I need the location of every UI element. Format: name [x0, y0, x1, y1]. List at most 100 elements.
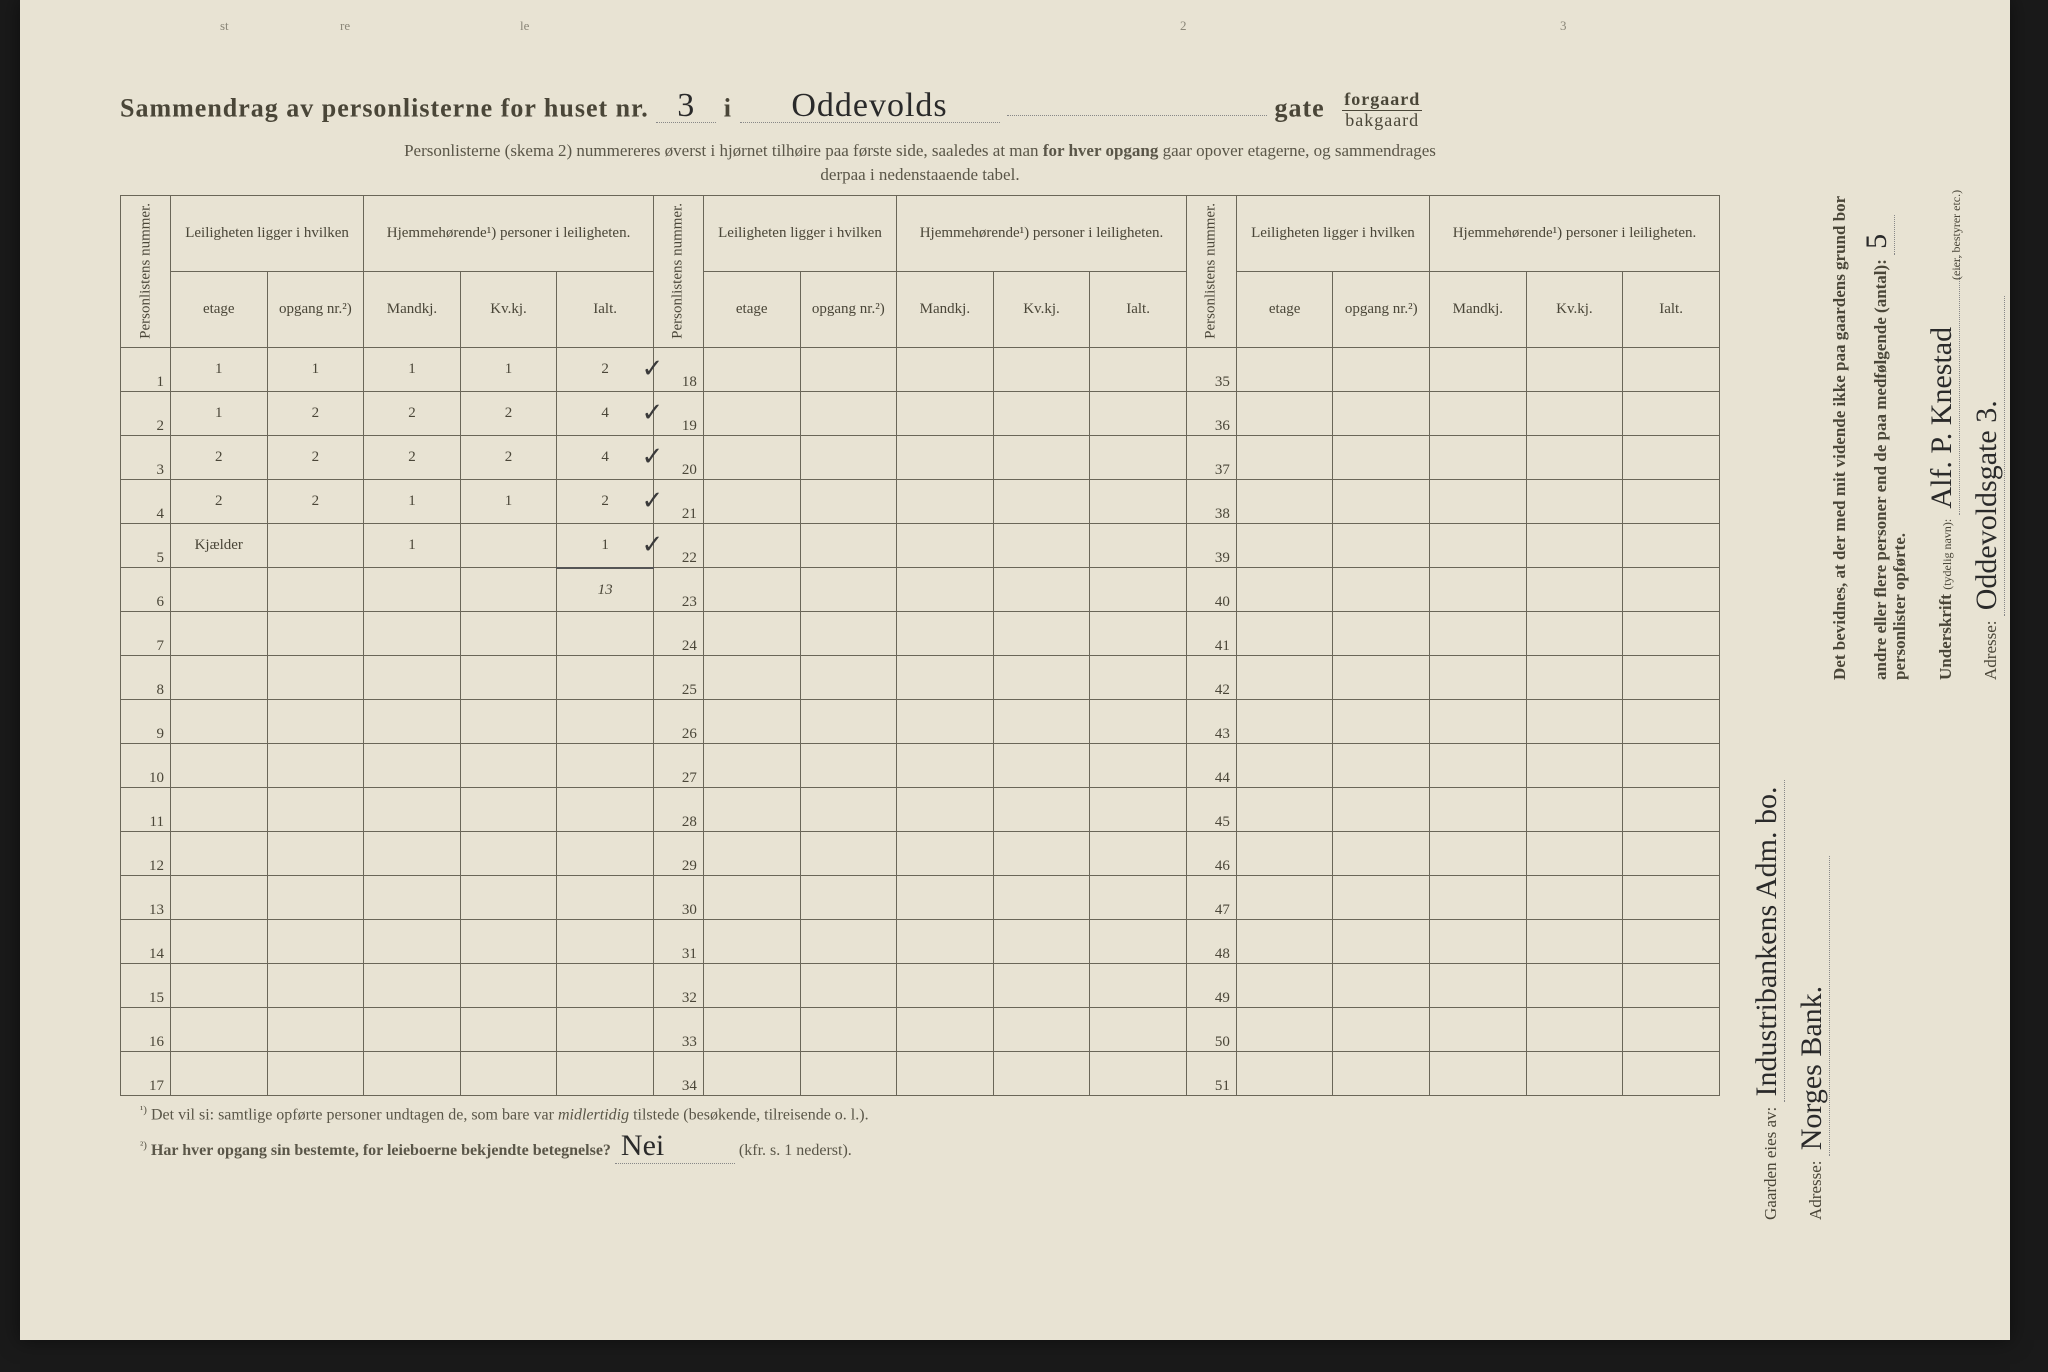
cell-k	[993, 1008, 1090, 1052]
cell-opgang	[800, 348, 897, 392]
row-number: 34	[653, 1052, 703, 1096]
row-number: 32	[653, 964, 703, 1008]
cell-i	[1090, 480, 1187, 524]
col-hjemme-3: Hjemmehørende¹) personer i leiligheten.	[1430, 195, 1720, 271]
table-row: 92643	[121, 700, 1720, 744]
cell-opgang	[1333, 480, 1430, 524]
cell-m	[1430, 700, 1527, 744]
cell-k	[993, 964, 1090, 1008]
cell-k	[1526, 480, 1623, 524]
row-number: 24	[653, 612, 703, 656]
row-number: 11	[121, 788, 171, 832]
col-personlistens-1: Personlistens nummer.	[121, 195, 171, 348]
cell-etage	[170, 612, 267, 656]
cell-etage: Kjælder	[170, 524, 267, 568]
cell-opgang	[267, 964, 364, 1008]
cell-i: 2	[557, 348, 654, 392]
cell-m	[1430, 524, 1527, 568]
checkmark-icon: ✓	[641, 398, 663, 428]
cell-k: 2	[460, 436, 557, 480]
cell-k	[993, 700, 1090, 744]
row-number: 17	[121, 1052, 171, 1096]
cell-etage	[703, 700, 800, 744]
cell-k	[1526, 744, 1623, 788]
cell-m	[364, 788, 461, 832]
cell-etage	[1236, 788, 1333, 832]
table-row: 133047	[121, 876, 1720, 920]
attest1: Det bevidnes, at der med mit vidende ikk…	[1830, 196, 1849, 680]
cell-i	[1623, 568, 1720, 612]
cell-i	[1090, 392, 1187, 436]
cell-m	[897, 744, 994, 788]
cell-opgang	[1333, 700, 1430, 744]
cell-etage	[703, 1052, 800, 1096]
f2-text: Har hver opgang sin bestemte, for leiebo…	[151, 1142, 611, 1159]
cell-m	[897, 436, 994, 480]
row-number: 30	[653, 876, 703, 920]
cell-i	[557, 656, 654, 700]
cell-k	[993, 348, 1090, 392]
cell-k	[993, 524, 1090, 568]
right-side-panel: Gaarden eies av: Industribankens Adm. bo…	[1720, 120, 1980, 1220]
cell-i	[1090, 920, 1187, 964]
cell-m	[1430, 788, 1527, 832]
cell-etage	[1236, 700, 1333, 744]
fragment: re	[340, 18, 350, 34]
footnote-2: ²) Har hver opgang sin bestemte, for lei…	[140, 1129, 1720, 1164]
sub-ialt-2: Ialt.	[1090, 272, 1187, 348]
top-margin-fragments: st re le 2 3	[20, 10, 2010, 70]
owner-addr-value: Norges Bank.	[1795, 856, 1830, 1156]
cell-k: 1	[460, 480, 557, 524]
cell-m	[364, 832, 461, 876]
cell-opgang	[1333, 656, 1430, 700]
cell-i	[1090, 832, 1187, 876]
row-number: 14	[121, 920, 171, 964]
row-number: 38	[1186, 480, 1236, 524]
checkmark-icon: ✓	[641, 486, 663, 516]
cell-opgang	[800, 480, 897, 524]
cell-i	[1623, 656, 1720, 700]
cell-opgang	[800, 568, 897, 612]
cell-k	[1526, 788, 1623, 832]
census-table: Personlistens nummer. Leiligheten ligger…	[120, 195, 1720, 1097]
cell-opgang	[800, 524, 897, 568]
signature-block: Underskrift (tydelig navn): Alf. P. Knes…	[1925, 255, 1960, 680]
cell-i	[1090, 1052, 1187, 1096]
cell-opgang: 2	[267, 436, 364, 480]
cell-k	[460, 920, 557, 964]
f1-text: Det vil si: samtlige opførte personer un…	[151, 1107, 554, 1124]
fragment: 3	[1560, 18, 1567, 34]
cell-etage	[703, 348, 800, 392]
cell-etage	[170, 876, 267, 920]
col-leiligheten-2: Leiligheten ligger i hvilken	[703, 195, 896, 271]
cell-k	[993, 392, 1090, 436]
cell-m	[897, 1008, 994, 1052]
cell-opgang	[800, 788, 897, 832]
title-line: Sammendrag av personlisterne for huset n…	[120, 90, 1720, 131]
cell-opgang	[267, 1008, 364, 1052]
cell-etage	[1236, 480, 1333, 524]
table-row: 6132340	[121, 568, 1720, 612]
table-wrapper: Personlistens nummer. Leiligheten ligger…	[120, 195, 1720, 1097]
cell-i	[1623, 876, 1720, 920]
row-number: 40	[1186, 568, 1236, 612]
sign-addr-value: Oddevoldsgate 3.	[1970, 296, 2005, 616]
cell-i	[1623, 964, 1720, 1008]
fragment: 2	[1180, 18, 1187, 34]
cell-i	[1090, 524, 1187, 568]
cell-etage	[170, 964, 267, 1008]
cell-m	[364, 700, 461, 744]
row-number: 41	[1186, 612, 1236, 656]
table-row: 2122241936	[121, 392, 1720, 436]
cell-opgang: 1	[267, 348, 364, 392]
sign-role-block: (eier, bestyrer etc.)	[1945, 190, 1965, 280]
sub-etage-3: etage	[1236, 272, 1333, 348]
cell-etage	[170, 1008, 267, 1052]
col-personlistens-2: Personlistens nummer.	[653, 195, 703, 348]
cell-i: 13	[557, 568, 654, 612]
cell-m	[364, 568, 461, 612]
table-row: 3222242037	[121, 436, 1720, 480]
cell-etage	[170, 656, 267, 700]
cell-i	[1623, 920, 1720, 964]
sub-kvkj-3: Kv.kj.	[1526, 272, 1623, 348]
